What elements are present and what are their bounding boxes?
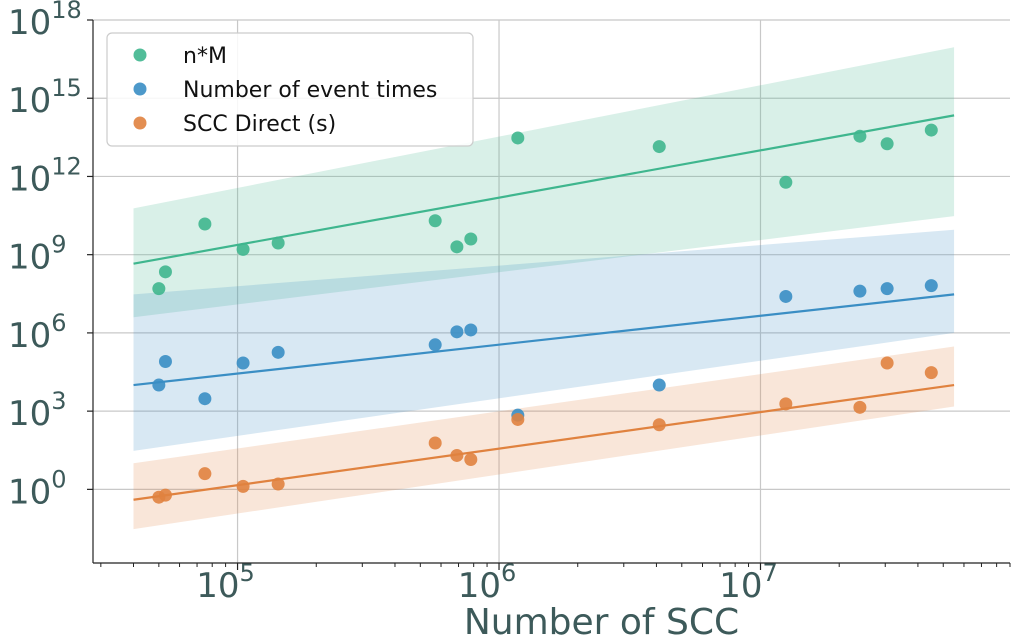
point-series-0-5 [428,214,442,228]
y-tick-label-3: 109 [8,231,67,278]
point-series-2-11 [853,400,867,414]
point-series-0-9 [652,140,666,154]
point-series-1-9 [652,378,666,392]
point-series-1-3 [236,356,250,370]
y-tick-exp-4: 12 [51,152,82,180]
point-series-1-7 [464,323,478,337]
data-points [152,123,938,504]
point-series-1-0 [152,378,166,392]
legend-box [106,32,474,147]
y-tick-base-4: 10 [8,159,51,199]
y-tick-label-1: 103 [8,387,67,434]
point-series-1-11 [853,284,867,298]
y-tick-base-3: 10 [8,238,51,278]
point-series-0-8 [511,131,525,145]
point-series-1-10 [779,289,793,303]
band-series-2 [133,346,955,530]
point-series-0-10 [779,175,793,189]
fit-line-series-0 [133,114,955,265]
y-tick-exp-2: 6 [51,309,66,337]
y-tick-label-0: 100 [8,465,67,512]
point-series-0-2 [198,217,212,231]
point-series-2-2 [198,467,212,481]
point-series-0-4 [271,236,285,250]
y-tick-base-2: 10 [8,316,51,356]
y-tick-exp-6: 18 [51,0,82,24]
point-series-2-6 [450,448,464,462]
point-series-0-13 [924,123,938,137]
x-tick-exp-1: 6 [501,559,516,587]
legend-label-1: Number of event times [183,78,437,103]
x-tick-label-0: 105 [196,559,255,606]
fit-line-series-2 [133,383,955,501]
point-series-0-12 [880,137,894,151]
y-tick-exp-1: 3 [51,387,66,415]
point-series-1-4 [271,345,285,359]
point-series-2-13 [924,366,938,380]
point-series-2-5 [428,436,442,450]
point-series-1-2 [198,392,212,406]
point-series-2-10 [779,397,793,411]
x-tick-base-2: 10 [719,566,762,606]
axes-frame [87,19,1011,570]
legend-marker-0 [133,48,147,62]
y-tick-label-2: 106 [8,309,67,356]
band-series-0 [133,47,955,318]
point-series-0-7 [464,232,478,246]
x-tick-labels: 105 106 107 [196,559,777,606]
point-series-0-3 [236,242,250,256]
point-series-2-7 [464,452,478,466]
fit-lines [133,114,955,501]
point-series-2-1 [158,488,172,502]
x-tick-base-0: 10 [196,566,239,606]
y-tick-label-6: 1018 [8,0,82,43]
point-series-0-6 [450,240,464,254]
y-tick-label-4: 1012 [8,152,82,199]
point-series-1-1 [158,355,172,369]
x-tick-exp-0: 5 [240,559,255,587]
legend: n*M Number of event times SCC Direct (s) [106,32,474,147]
y-tick-base-5: 10 [8,81,51,121]
x-tick-label-2: 107 [719,559,778,606]
x-tick-exp-2: 7 [762,559,777,587]
x-tick-base-1: 10 [458,566,501,606]
fit-line-series-1 [133,293,955,387]
point-series-1-13 [924,279,938,293]
y-tick-exp-5: 15 [51,74,82,102]
point-series-1-12 [880,282,894,296]
y-tick-base-0: 10 [8,472,51,512]
point-series-2-8 [511,412,525,426]
point-series-2-4 [271,477,285,491]
point-series-2-3 [236,479,250,493]
legend-marker-1 [133,82,147,96]
point-series-0-1 [158,265,172,279]
y-tick-label-5: 1015 [8,74,82,121]
y-tick-exp-3: 9 [51,231,66,259]
point-series-0-0 [152,282,166,296]
y-tick-base-1: 10 [8,394,51,434]
legend-label-2: SCC Direct (s) [183,112,336,137]
x-tick-label-1: 106 [458,559,517,606]
legend-marker-2 [133,116,147,130]
point-series-1-5 [428,338,442,352]
point-series-2-9 [652,418,666,432]
legend-label-0: n*M [183,44,227,69]
y-tick-base-6: 10 [8,3,51,43]
point-series-1-6 [450,325,464,339]
y-tick-exp-0: 0 [51,465,66,493]
point-series-2-12 [880,356,894,370]
x-axis-label: Number of SCC [464,602,739,640]
point-series-0-11 [853,129,867,143]
